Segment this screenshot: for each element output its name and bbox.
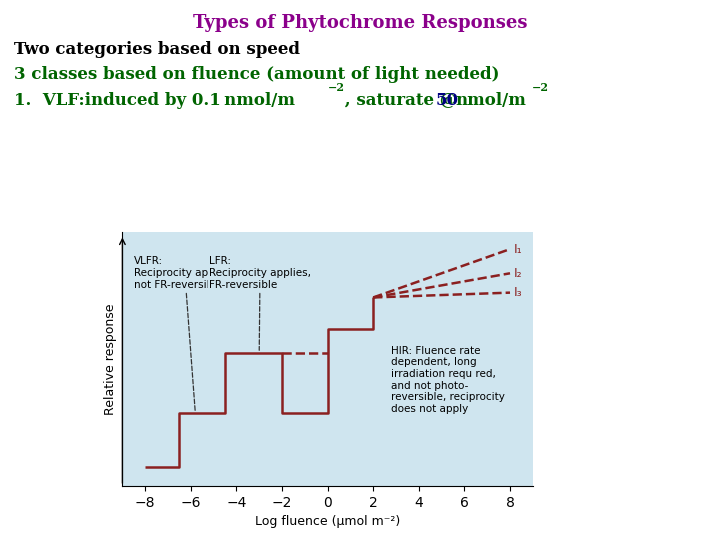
Text: 50: 50 [436,92,459,109]
Text: Two categories based on speed: Two categories based on speed [14,40,300,57]
Text: 1.  VLF:induced by 0.1 nmol/m: 1. VLF:induced by 0.1 nmol/m [14,92,295,109]
Text: HIR: Fluence rate
dependent, long
irradiation requ red,
and not photo-
reversibl: HIR: Fluence rate dependent, long irradi… [392,346,505,414]
Text: , saturate @: , saturate @ [339,92,468,109]
Text: I₁: I₁ [513,242,522,255]
Text: −2: −2 [531,82,549,93]
Text: VLFR:
Reciprocity applies,
not FR-reversible: VLFR: Reciprocity applies, not FR-revers… [134,256,236,411]
Y-axis label: Relative response: Relative response [104,303,117,415]
Text: I₂: I₂ [513,267,522,280]
Text: LFR:
Reciprocity applies,
FR-reversible: LFR: Reciprocity applies, FR-reversible [209,256,311,350]
Text: −2: −2 [328,82,345,93]
Text: 3 classes based on fluence (amount of light needed): 3 classes based on fluence (amount of li… [14,66,500,83]
X-axis label: Log fluence (μmol m⁻²): Log fluence (μmol m⁻²) [255,515,400,528]
Text: Types of Phytochrome Responses: Types of Phytochrome Responses [193,14,527,31]
Text: nmol/m: nmol/m [455,92,526,109]
Text: I₃: I₃ [513,286,522,299]
